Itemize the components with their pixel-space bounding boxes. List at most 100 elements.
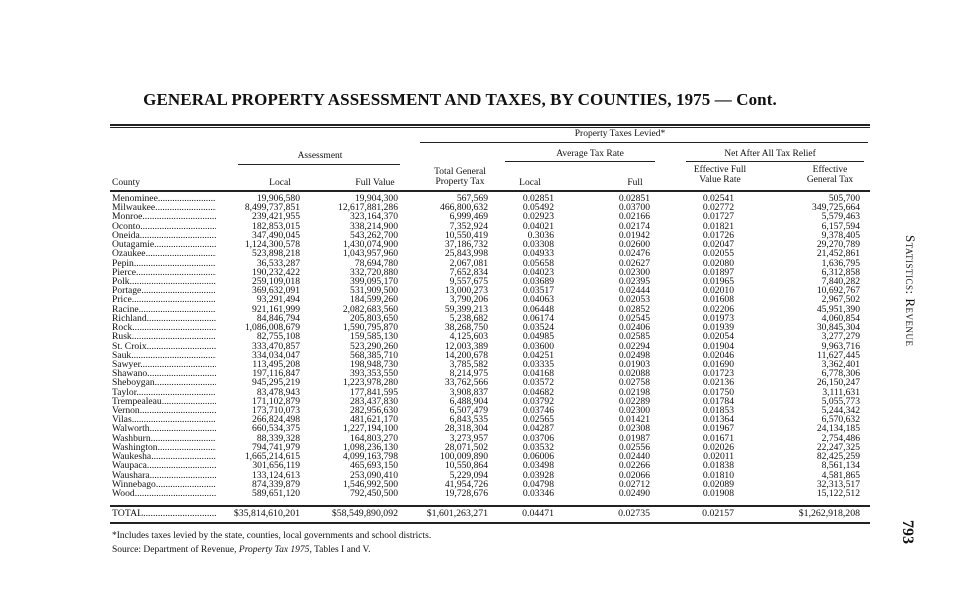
cell-property-tax: 7,352,924 xyxy=(449,220,488,232)
cell-eff-tax: 5,055,773 xyxy=(821,395,860,407)
cell-rate-local: 0.03524 xyxy=(522,322,554,334)
cell-rate-local: 0.03498 xyxy=(522,460,554,472)
cell-full-value: 523,290,260 xyxy=(350,340,398,352)
cell-rate-full: 0.02852 xyxy=(618,303,650,315)
cell-rate-local: 0.02923 xyxy=(522,211,554,223)
county-name: Waupaca.................................… xyxy=(112,461,216,471)
page-title: GENERAL PROPERTY ASSESSMENT AND TAXES, B… xyxy=(0,90,920,110)
county-name-text: St. Croix xyxy=(112,341,147,351)
cell-property-tax: 3,790,206 xyxy=(449,294,488,306)
cell-rate-local: 0.04023 xyxy=(522,266,554,278)
cell-eff-rate: 0.01750 xyxy=(702,386,734,398)
cell-rate-local: 0.3036 xyxy=(527,229,554,241)
total-property-tax: $1,601,263,271 xyxy=(426,508,488,519)
cell-full-value: 338,214,900 xyxy=(350,220,398,232)
county-name: Winnebago...............................… xyxy=(112,479,216,489)
cell-rate-full: 0.01903 xyxy=(618,358,650,370)
table-row: Washington..............................… xyxy=(112,441,864,453)
table-row: Sawyer..................................… xyxy=(112,358,864,370)
cell-rate-full: 0.01987 xyxy=(618,432,650,444)
cell-full-value: 253,090,410 xyxy=(350,469,398,481)
county-name-text: Rusk xyxy=(112,332,132,342)
cell-property-tax: 3,908,837 xyxy=(449,386,488,398)
cell-full-value: 465,693,150 xyxy=(350,460,398,472)
cell-property-tax: 4,125,603 xyxy=(449,331,488,343)
county-name: Richland................................… xyxy=(112,313,216,324)
net-relief-rule xyxy=(686,161,864,162)
cell-rate-full: 0.02476 xyxy=(618,248,650,260)
cell-full-value: 332,720,880 xyxy=(350,266,398,278)
header-eff-tax-line2: General Tax xyxy=(806,175,854,185)
cell-rate-full: 0.02088 xyxy=(618,368,650,380)
cell-full-value: 4,099,163,798 xyxy=(342,451,398,463)
total-bottom-rule xyxy=(110,522,870,524)
cell-rate-local: 0.03706 xyxy=(522,432,554,444)
cell-rate-local: 0.03792 xyxy=(522,395,554,407)
cell-eff-rate: 0.01821 xyxy=(702,220,734,232)
county-name: Outagamie...............................… xyxy=(112,240,216,250)
cell-rate-local: 0.06006 xyxy=(522,451,554,463)
cell-local: 239,421,955 xyxy=(252,211,300,223)
cell-eff-rate: 0.02772 xyxy=(702,202,734,214)
cell-local: 660,534,375 xyxy=(252,423,300,435)
cell-full-value: 1,546,992,500 xyxy=(342,478,398,490)
cell-rate-full: 0.02300 xyxy=(618,266,650,278)
cell-property-tax: 5,238,682 xyxy=(449,312,488,324)
cell-eff-tax: 82,425,259 xyxy=(816,451,860,463)
header-average-tax-rate: Average Tax Rate xyxy=(556,149,624,159)
cell-eff-tax: 21,452,861 xyxy=(816,248,860,260)
cell-local: 171,102,879 xyxy=(252,395,300,407)
levied-rule xyxy=(420,142,868,143)
cell-eff-rate: 0.01810 xyxy=(702,469,734,481)
cell-eff-tax: 26,150,247 xyxy=(816,377,860,389)
cell-eff-tax: 45,951,390 xyxy=(816,303,860,315)
title-suffix: — Cont. xyxy=(714,90,777,109)
cell-property-tax: 567,569 xyxy=(456,193,488,204)
cell-eff-rate: 0.02011 xyxy=(703,451,734,463)
cell-full-value: 164,803,270 xyxy=(350,432,398,444)
cell-rate-local: 0.04798 xyxy=(522,478,554,490)
county-name: Shawano.................................… xyxy=(112,369,216,379)
cell-local: 794,741,979 xyxy=(252,441,300,453)
cell-eff-rate: 0.01973 xyxy=(702,312,734,324)
cell-eff-tax: 2,754,486 xyxy=(821,432,860,444)
cell-eff-rate: 0.01965 xyxy=(702,275,734,287)
county-name-text: Taylor xyxy=(112,387,137,397)
cell-eff-tax: 4,060,854 xyxy=(821,312,860,324)
cell-eff-tax: 3,111,631 xyxy=(822,386,860,398)
cell-rate-local: 0.03308 xyxy=(522,239,554,251)
table-row: Waushara................................… xyxy=(112,469,864,481)
county-name: Racine..................................… xyxy=(112,304,216,314)
cell-full-value: 198,948,730 xyxy=(350,358,398,370)
cell-rate-full: 0.02440 xyxy=(618,451,650,463)
county-name-text: Winnebago xyxy=(112,479,156,489)
avg-rate-rule xyxy=(505,161,655,162)
county-name: Oconto..................................… xyxy=(112,221,216,231)
county-name-text: Sauk xyxy=(112,350,132,360)
table-row: Milwaukee...............................… xyxy=(112,202,864,214)
cell-property-tax: 25,843,998 xyxy=(444,248,488,260)
cell-eff-tax: 32,313,517 xyxy=(816,478,860,490)
cell-property-tax: 19,728,676 xyxy=(444,488,488,499)
header-total-general: Total General Property Tax xyxy=(420,167,500,187)
table-row: Monroe..................................… xyxy=(112,211,864,223)
header-full-value: Full Value xyxy=(355,178,395,188)
county-name-text: Walworth xyxy=(112,424,150,434)
county-name: Monroe..................................… xyxy=(112,212,216,222)
cell-property-tax: 9,557,675 xyxy=(449,275,488,287)
cell-rate-full: 0.02758 xyxy=(618,377,650,389)
cell-local: 259,109,018 xyxy=(252,275,300,287)
cell-full-value: 399,095,170 xyxy=(350,275,398,287)
cell-full-value: 323,164,370 xyxy=(350,211,398,223)
cell-rate-local: 0.04933 xyxy=(522,248,554,260)
header-bottom-rule xyxy=(110,190,870,192)
county-name-text: Ozaukee xyxy=(112,249,146,259)
cell-full-value: 184,599,260 xyxy=(350,294,398,306)
cell-property-tax: 13,000,273 xyxy=(444,285,488,297)
cell-property-tax: 59,399,213 xyxy=(444,303,488,315)
cell-local: 83,478,943 xyxy=(256,386,300,398)
cell-property-tax: 6,843,535 xyxy=(449,414,488,426)
table-row: Sauk....................................… xyxy=(112,350,864,360)
county-name: Ozaukee.................................… xyxy=(112,249,216,259)
county-name-text: Portage xyxy=(112,286,142,296)
